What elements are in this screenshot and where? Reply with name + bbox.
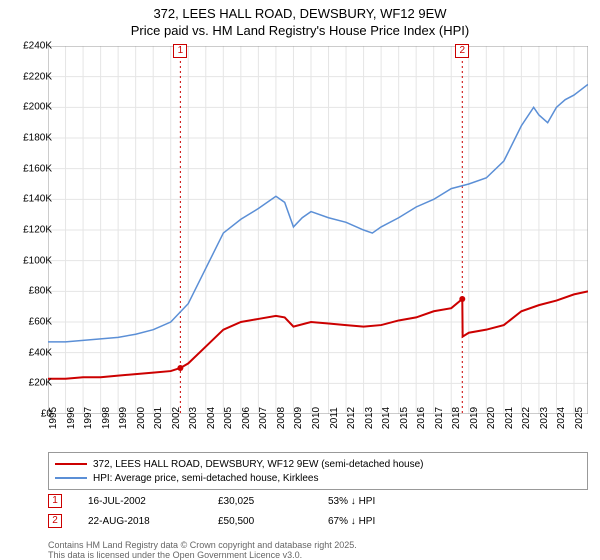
x-tick-label: 2021 [504,407,515,429]
plot-area: 12 [48,46,588,414]
x-tick-label: 1997 [83,407,94,429]
x-tick-label: 2020 [486,407,497,429]
sale-row-1: 1 16-JUL-2002£30,02553% ↓ HPI [48,494,428,508]
title-line-2: Price paid vs. HM Land Registry's House … [0,23,600,40]
x-tick-label: 2024 [556,407,567,429]
x-tick-label: 2007 [258,407,269,429]
x-tick-label: 2002 [171,407,182,429]
x-tick-label: 2022 [521,407,532,429]
sale-price: £30,025 [218,496,328,507]
legend: 372, LEES HALL ROAD, DEWSBURY, WF12 9EW … [48,452,588,490]
title-line-1: 372, LEES HALL ROAD, DEWSBURY, WF12 9EW [0,6,600,23]
y-tick-label: £160K [23,163,52,174]
x-tick-label: 2011 [329,407,340,429]
x-tick-label: 2000 [136,407,147,429]
legend-row: HPI: Average price, semi-detached house,… [55,471,581,485]
x-tick-label: 2017 [434,407,445,429]
x-tick-label: 2012 [346,407,357,429]
y-tick-label: £100K [23,255,52,266]
y-tick-label: £240K [23,41,52,52]
x-tick-label: 2016 [416,407,427,429]
legend-swatch [55,477,87,479]
y-tick-label: £220K [23,71,52,82]
y-tick-label: £120K [23,225,52,236]
y-tick-label: £40K [29,347,52,358]
x-tick-label: 2004 [206,407,217,429]
x-tick-label: 2023 [539,407,550,429]
x-tick-label: 2014 [381,407,392,429]
x-tick-label: 2010 [311,407,322,429]
sale-row-marker: 1 [48,494,62,508]
x-tick-label: 2003 [188,407,199,429]
legend-swatch [55,463,87,465]
x-tick-label: 1998 [101,407,112,429]
x-tick-label: 2006 [241,407,252,429]
x-tick-label: 1999 [118,407,129,429]
chart-container: 372, LEES HALL ROAD, DEWSBURY, WF12 9EW … [0,0,600,560]
y-tick-label: £80K [29,286,52,297]
x-tick-label: 2015 [399,407,410,429]
footnote-1: Contains HM Land Registry data © Crown c… [48,540,357,550]
x-tick-label: 2013 [364,407,375,429]
footnote-2: This data is licensed under the Open Gov… [48,550,302,560]
y-tick-label: £200K [23,102,52,113]
legend-label: HPI: Average price, semi-detached house,… [93,473,319,484]
sale-marker-1: 1 [173,44,187,58]
sale-marker-2: 2 [455,44,469,58]
x-tick-label: 2008 [276,407,287,429]
x-tick-label: 2005 [223,407,234,429]
sale-price: £50,500 [218,516,328,527]
x-tick-label: 2025 [574,407,585,429]
x-tick-label: 2019 [469,407,480,429]
chart-titles: 372, LEES HALL ROAD, DEWSBURY, WF12 9EW … [0,0,600,40]
sale-row-marker: 2 [48,514,62,528]
legend-label: 372, LEES HALL ROAD, DEWSBURY, WF12 9EW … [93,459,424,470]
y-tick-label: £20K [29,378,52,389]
x-tick-label: 2009 [293,407,304,429]
sale-row-2: 2 22-AUG-2018£50,50067% ↓ HPI [48,514,428,528]
sale-diff: 67% ↓ HPI [328,516,428,527]
x-tick-label: 2018 [451,407,462,429]
y-tick-label: £180K [23,133,52,144]
y-tick-label: £140K [23,194,52,205]
x-tick-label: 1996 [66,407,77,429]
chart-svg [48,46,588,414]
sale-diff: 53% ↓ HPI [328,496,428,507]
sale-date: 22-AUG-2018 [88,516,218,527]
sale-date: 16-JUL-2002 [88,496,218,507]
x-tick-label: 2001 [153,407,164,429]
y-tick-label: £60K [29,317,52,328]
x-tick-label: 1995 [48,407,59,429]
legend-row: 372, LEES HALL ROAD, DEWSBURY, WF12 9EW … [55,457,581,471]
